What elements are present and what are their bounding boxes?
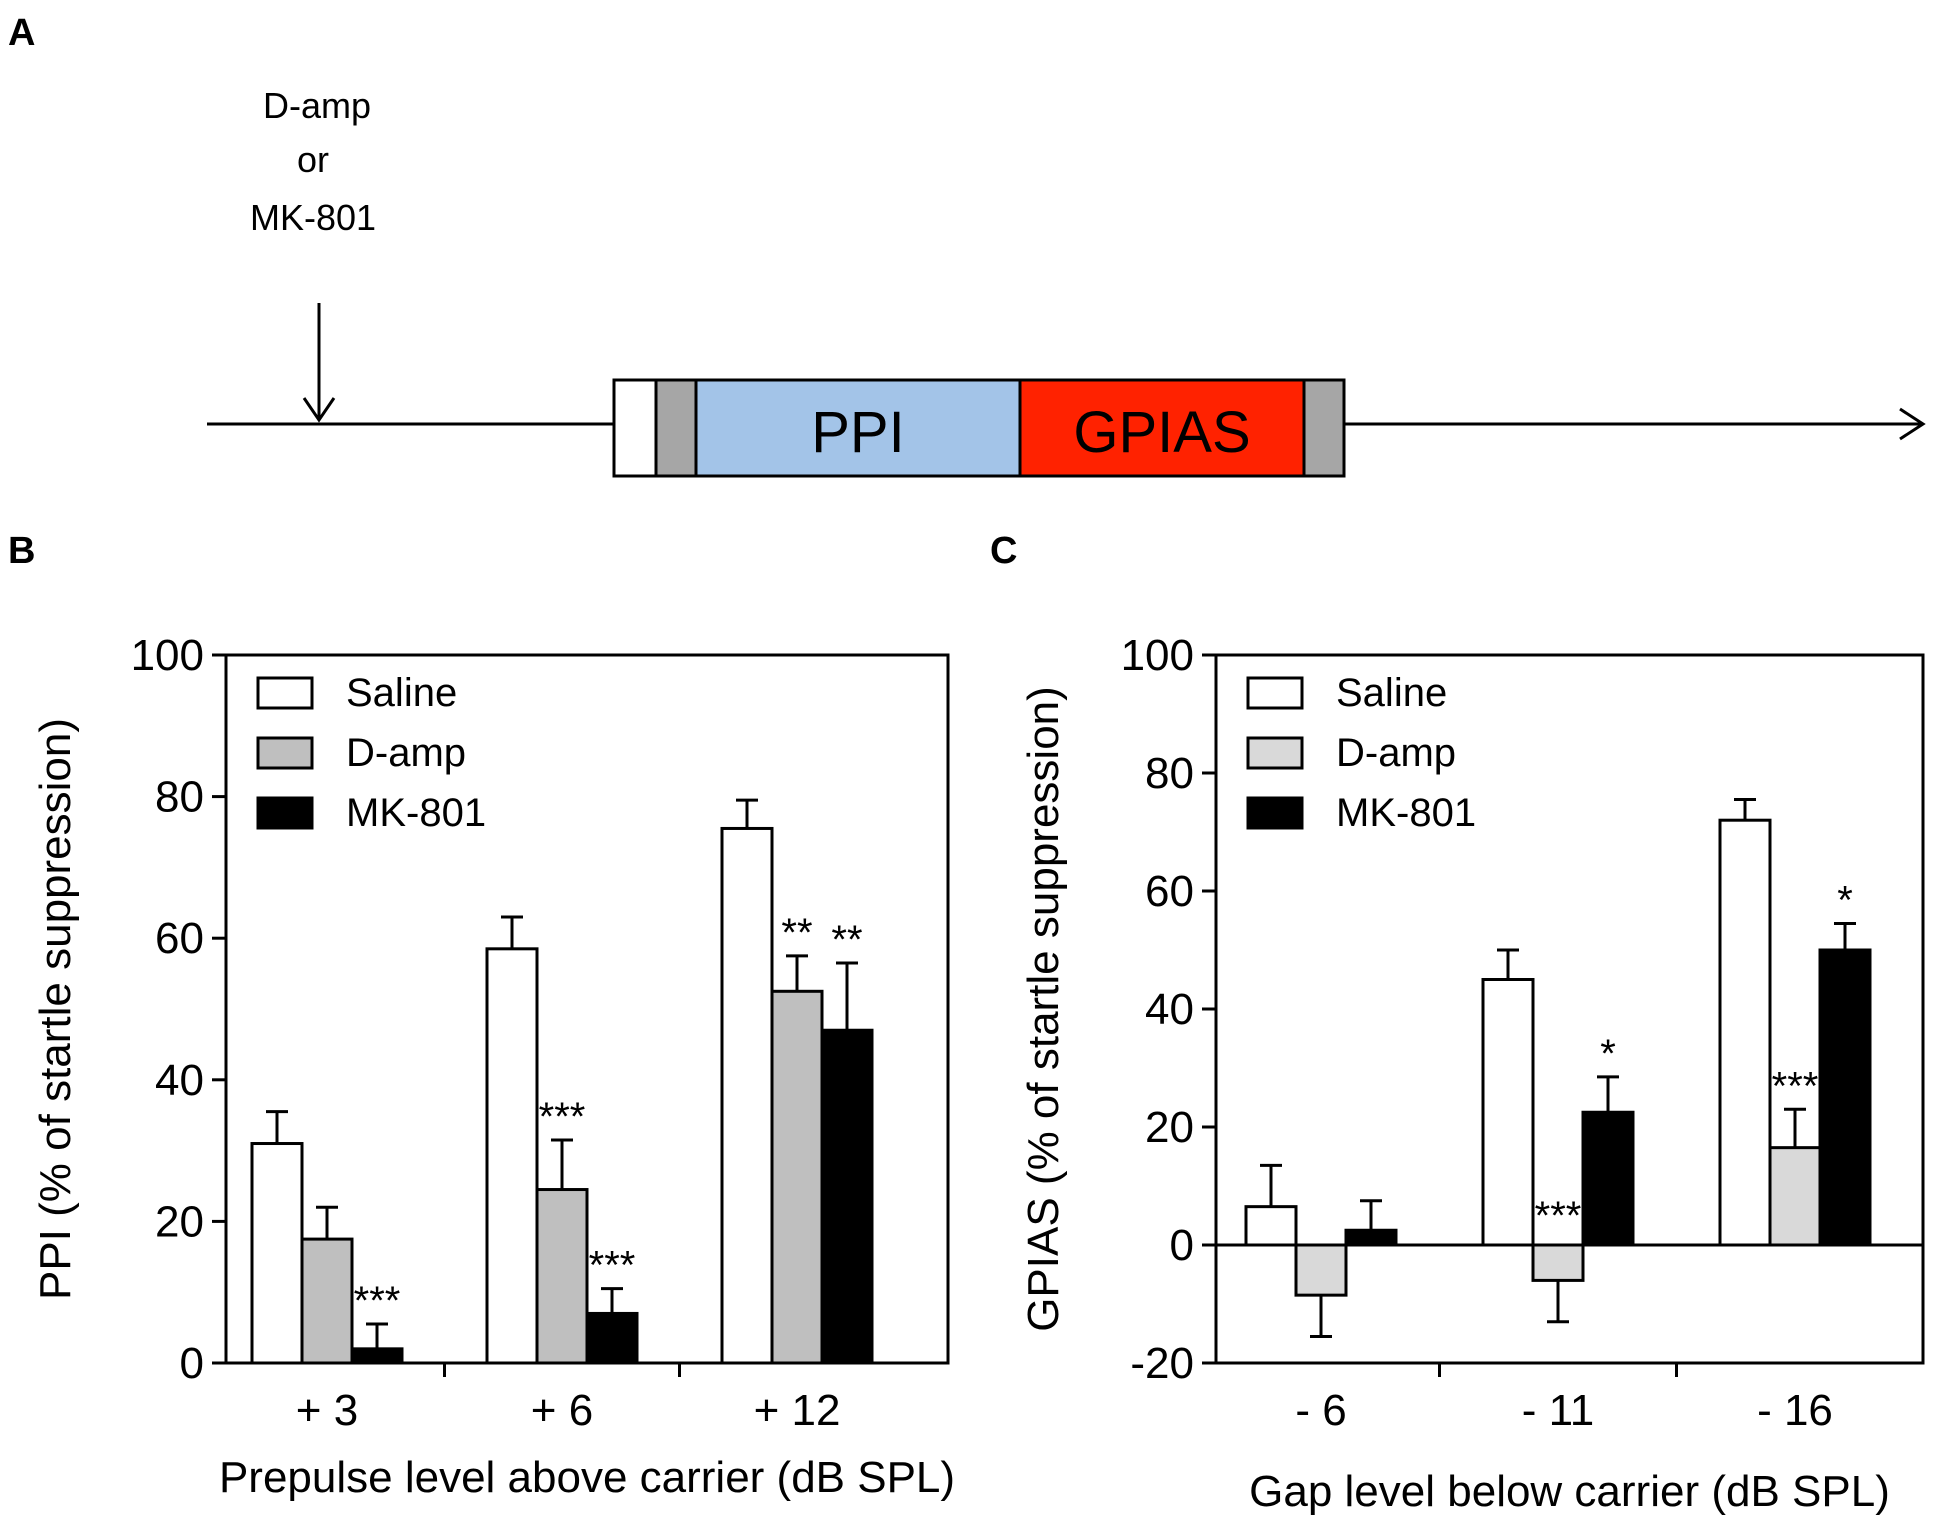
chart-b-bar-saline [485,947,539,1365]
chart-c-significance-marker: * [1600,1032,1616,1076]
chart-c-ytick-label: 40 [1145,985,1194,1034]
chart-b-significance-marker: *** [589,1244,636,1288]
chart-b-y-axis-label: PPI (% of startle suppression) [31,718,80,1300]
drug-label-line1: D-amp [263,85,371,126]
chart-c-bar-mk-801 [1581,1110,1635,1247]
chart-c-legend-swatch-d-amp [1246,736,1304,770]
chart-c-ytick-label: -20 [1130,1339,1194,1388]
protocol-white-block [612,378,658,478]
chart-c-bar-saline [1718,818,1772,1247]
chart-c-legend-label-saline: Saline [1336,671,1447,715]
chart-c-ytick-label: 80 [1145,749,1194,798]
ppi-block-label: PPI [811,400,905,465]
chart-b-ytick-label: 40 [155,1056,204,1105]
chart-b-ytick-label: 60 [155,914,204,963]
chart-c-category-label: - 6 [1295,1386,1346,1435]
chart-c-category-label: - 16 [1757,1386,1833,1435]
chart-b-ytick-label: 0 [180,1339,204,1388]
chart-c-legend-label-mk-801: MK-801 [1336,791,1476,835]
gpias-block [1018,378,1306,478]
drug-label-line3: MK-801 [250,197,376,238]
chart-b-bar-mk-801 [585,1311,639,1365]
chart-b-bar-d-amp [300,1237,354,1365]
chart-b-ytick-label: 100 [131,631,204,680]
chart-c-legend-label-d-amp: D-amp [1336,731,1456,775]
chart-c-significance-marker: * [1837,878,1853,922]
chart-b-category-label: + 6 [531,1386,593,1435]
chart-c-x-axis-label: Gap level below carrier (dB SPL) [1249,1467,1890,1516]
chart-b-legend-swatch-saline [256,676,314,710]
chart-c-ytick-label: 0 [1170,1221,1194,1270]
chart-b-significance-marker: *** [354,1279,401,1323]
chart-c-bar-d-amp [1531,1243,1585,1282]
chart-c-ytick-label: 20 [1145,1103,1194,1152]
panel-c-letter: C [990,530,1017,572]
chart-c-bar-d-amp [1768,1146,1822,1247]
chart-b-bar-d-amp [535,1188,589,1365]
chart-c-bar-saline [1244,1205,1298,1247]
chart-b-bar-d-amp [770,989,824,1365]
chart-c-ytick-label: 60 [1145,867,1194,916]
protocol-gray-block-2 [1302,378,1346,478]
chart-b-ytick-label: 20 [155,1197,204,1246]
panel-a-letter: A [8,12,35,54]
chart-b-bar-mk-801 [820,1028,874,1365]
chart-c-bar-saline [1481,978,1535,1247]
chart-b-bar-saline [250,1142,304,1365]
chart-c-legend-swatch-saline [1246,676,1304,710]
chart-b-bar-mk-801 [350,1347,404,1365]
panel-b-letter: B [8,530,35,572]
drug-label-line2: or [297,139,329,180]
chart-b-legend-label-d-amp: D-amp [346,731,466,775]
panel-a: A D-amp or MK-801 PPI GPIAS [8,12,1926,478]
chart-c-significance-marker: *** [1535,1194,1582,1238]
chart-b-legend-swatch-d-amp [256,736,314,770]
injection-arrow-head [302,397,336,423]
protocol-gray-block-1 [654,378,698,478]
chart-c-significance-marker: *** [1772,1064,1819,1108]
chart-c-y-axis-label: GPIAS (% of startle suppression) [1019,686,1068,1332]
chart-b-significance-marker: ** [831,918,862,962]
chart-b-significance-marker: *** [539,1095,586,1139]
chart-b-significance-marker: ** [781,911,812,955]
ppi-block [694,378,1022,478]
chart-b-category-label: + 3 [296,1386,358,1435]
gpias-block-label: GPIAS [1073,400,1250,465]
chart-b-bar-saline [720,826,774,1365]
timeline-arrow-head [1899,407,1926,441]
chart-c-bar-mk-801 [1344,1228,1398,1247]
chart-c-bar-d-amp [1294,1243,1348,1297]
chart-c-ytick-label: 100 [1121,631,1194,680]
chart-c-category-label: - 11 [1522,1386,1595,1435]
chart-c-bar-mk-801 [1818,948,1872,1247]
chart-b-category-label: + 12 [754,1386,841,1435]
chart-b-legend-swatch-mk-801 [256,796,314,830]
chart-c-legend-swatch-mk-801 [1246,796,1304,830]
chart-b-legend-label-mk-801: MK-801 [346,791,486,835]
chart-b-x-axis-label: Prepulse level above carrier (dB SPL) [219,1453,955,1502]
chart-b-legend-label-saline: Saline [346,671,457,715]
chart-b-ytick-label: 80 [155,773,204,822]
